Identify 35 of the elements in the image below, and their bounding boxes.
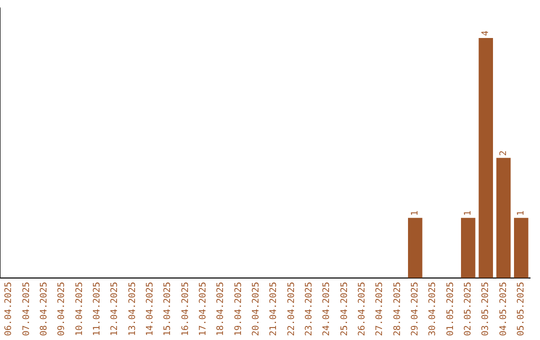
x-tick-label: 22.04.2025 <box>286 282 297 336</box>
data-label: 2 <box>498 150 509 156</box>
x-tick-label: 07.04.2025 <box>22 282 32 336</box>
x-tick-label: 27.04.2025 <box>375 282 386 336</box>
x-tick-label: 14.04.2025 <box>146 282 156 336</box>
x-tick-label: 29.04.2025 <box>410 282 421 336</box>
data-label: 1 <box>464 210 474 216</box>
x-tick-label: 28.04.2025 <box>392 282 403 336</box>
x-tick-label: 30.04.2025 <box>428 282 438 336</box>
x-tick-label: 10.04.2025 <box>74 282 85 336</box>
x-tick-label: 24.04.2025 <box>322 282 332 336</box>
x-tick-label: 17.04.2025 <box>198 282 209 336</box>
x-tick-label: 09.04.2025 <box>57 282 68 336</box>
x-tick-label: 25.04.2025 <box>340 282 350 336</box>
x-tick-label: 06.04.2025 <box>4 282 14 336</box>
x-tick-label: 04.05.2025 <box>498 282 509 336</box>
x-tick-label: 08.04.2025 <box>40 282 50 336</box>
x-tick-label: 15.04.2025 <box>163 282 174 336</box>
x-tick-label: 16.04.2025 <box>180 282 191 336</box>
x-tick-label: 26.04.2025 <box>358 282 368 336</box>
x-tick-label: 19.04.2025 <box>234 282 244 336</box>
x-tick-label: 12.04.2025 <box>110 282 120 336</box>
x-tick-label: 23.04.2025 <box>304 282 315 336</box>
x-tick-label: 11.04.2025 <box>92 282 103 336</box>
x-tick-label: 01.05.2025 <box>446 282 456 336</box>
data-label: 4 <box>481 30 492 36</box>
x-tick-label: 02.05.2025 <box>464 282 474 336</box>
data-label: 1 <box>410 210 421 216</box>
x-tick-label: 03.05.2025 <box>481 282 492 336</box>
x-tick-label: 20.04.2025 <box>252 282 262 336</box>
data-label: 1 <box>516 210 527 216</box>
x-tick-label: 05.05.2025 <box>516 282 527 336</box>
x-tick-label: 18.04.2025 <box>216 282 226 336</box>
x-tick-label: 21.04.2025 <box>269 282 280 336</box>
x-tick-label: 13.04.2025 <box>128 282 138 336</box>
